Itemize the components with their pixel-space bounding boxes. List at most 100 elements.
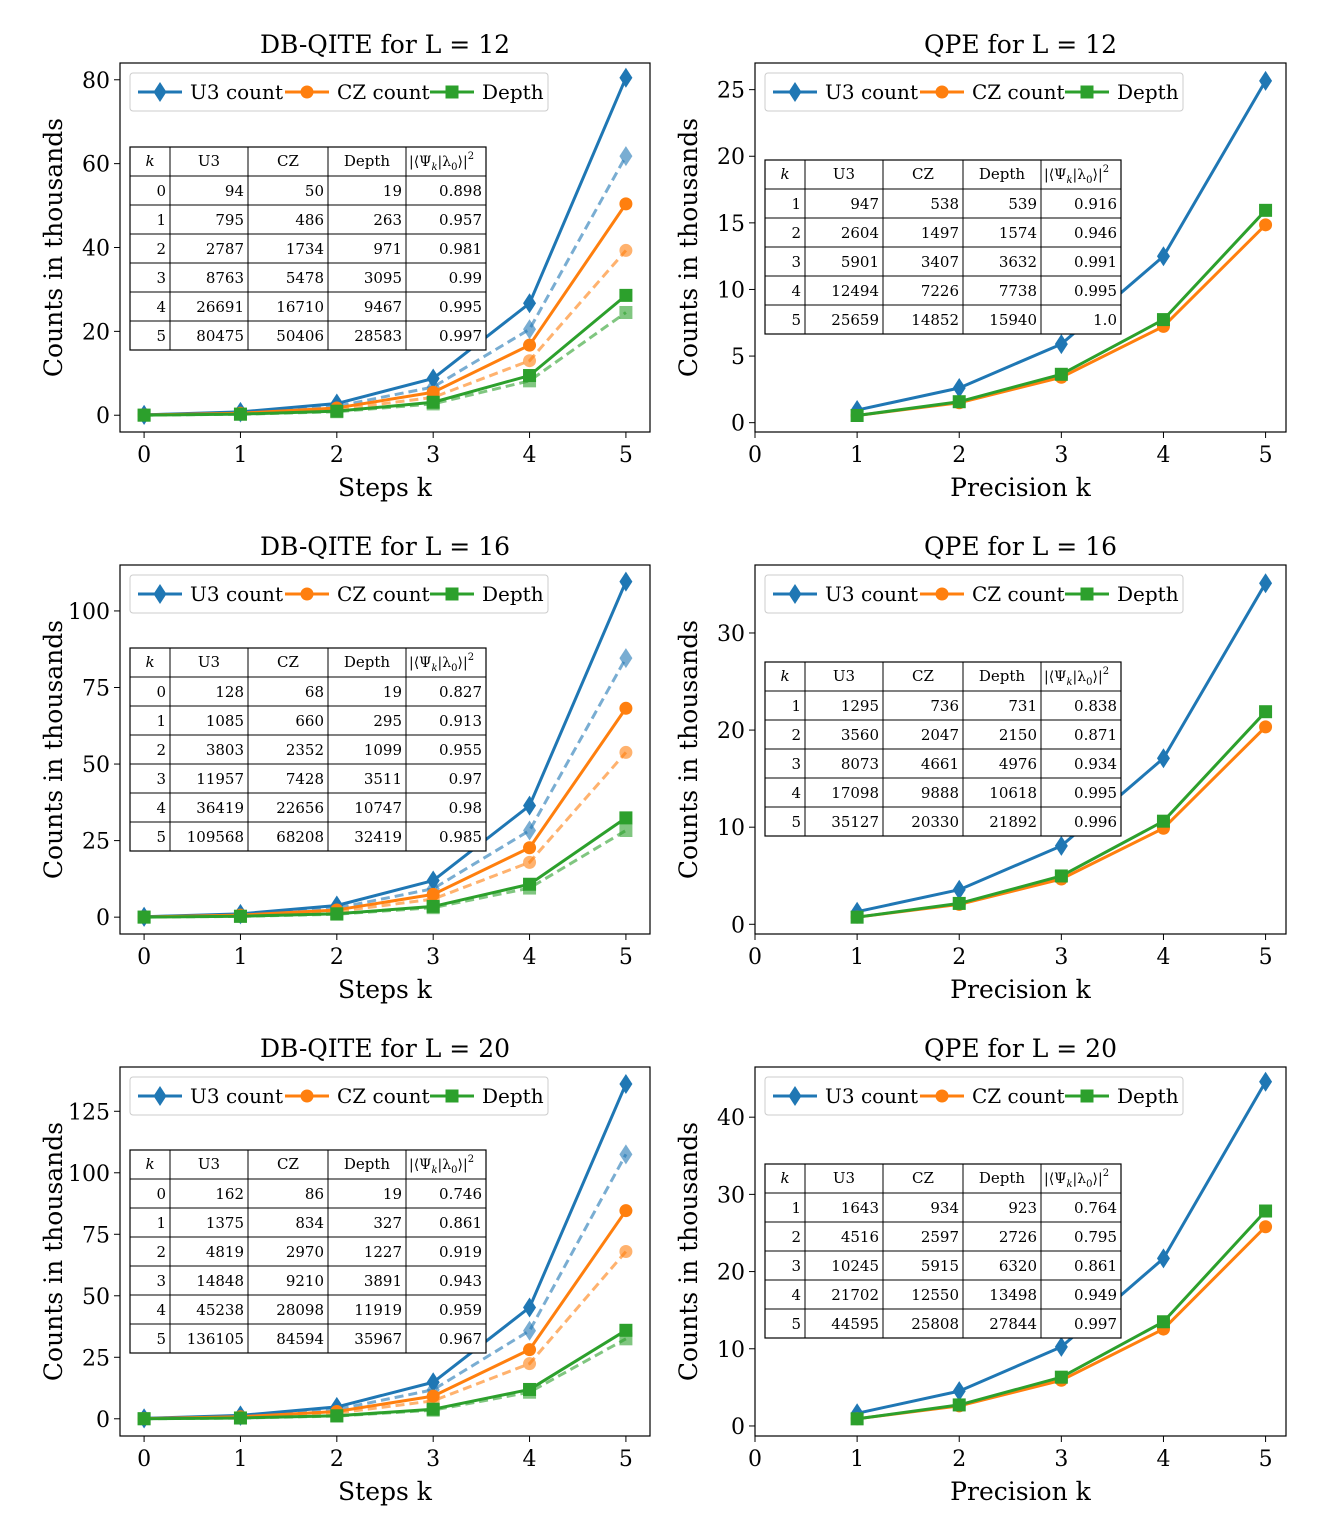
y-tick-label: 60 bbox=[82, 153, 110, 178]
table-cell: 0.959 bbox=[439, 1301, 482, 1319]
y-axis-label: Counts in thousands bbox=[674, 1122, 703, 1381]
x-axis-label: Precision k bbox=[950, 1477, 1091, 1506]
diamond-marker bbox=[523, 820, 537, 841]
table-cell: 1227 bbox=[364, 1243, 402, 1261]
series-depth bbox=[850, 203, 1273, 422]
table-cell: 0.898 bbox=[439, 182, 482, 200]
chart-panel: DB-QITE for L = 160 1 2 3 4 50255075100Steps … bbox=[39, 532, 651, 1004]
legend-label: U3 count bbox=[190, 80, 283, 104]
table-cell: 136105 bbox=[187, 1330, 244, 1348]
table-header-k: k bbox=[780, 1169, 789, 1187]
table-cell: 3 bbox=[156, 770, 166, 788]
table-cell: 295 bbox=[373, 712, 402, 730]
diamond-marker bbox=[619, 571, 633, 592]
circle-marker bbox=[619, 1204, 633, 1218]
table-header-u3: U3 bbox=[833, 165, 855, 183]
table-cell: 0.861 bbox=[1074, 1257, 1117, 1275]
overlap-header-part: |λ bbox=[1073, 669, 1087, 685]
overlap-header-part: k bbox=[431, 162, 437, 173]
legend-label: Depth bbox=[1117, 80, 1179, 104]
overlap-header-part: |λ bbox=[438, 1157, 452, 1173]
square-marker bbox=[952, 896, 966, 910]
table-cell: 0.871 bbox=[1074, 726, 1117, 744]
table-header-u3: U3 bbox=[198, 1155, 220, 1173]
x-tick-label: 4 bbox=[1156, 1447, 1170, 1472]
table-cell: 14852 bbox=[911, 311, 959, 329]
y-tick-label: 5 bbox=[731, 345, 745, 370]
diamond-marker bbox=[619, 648, 633, 669]
table-cell: 0.795 bbox=[1074, 1228, 1117, 1246]
table-cell: 5 bbox=[156, 828, 166, 846]
x-tick-label: 3 bbox=[1054, 945, 1068, 970]
table-cell: 1574 bbox=[999, 224, 1037, 242]
table-cell: 0.996 bbox=[1074, 813, 1117, 831]
circle-marker bbox=[523, 841, 537, 855]
circle-marker bbox=[619, 197, 633, 211]
table-frame bbox=[129, 1149, 487, 1354]
table-cell: 0.985 bbox=[439, 828, 482, 846]
table-header-overlap: |⟨Ψk|λ0⟩|2 bbox=[409, 1154, 474, 1176]
table-cell: 1.0 bbox=[1093, 311, 1117, 329]
table-cell: 1 bbox=[791, 697, 801, 715]
square-marker bbox=[1054, 367, 1068, 381]
x-tick-label: 1 bbox=[850, 443, 864, 468]
x-axis-label: Precision k bbox=[950, 473, 1091, 502]
series-depth bbox=[850, 1204, 1273, 1426]
table-cell: 0.981 bbox=[439, 240, 482, 258]
table-cell: 1734 bbox=[286, 240, 324, 258]
table-cell: 0.995 bbox=[1074, 784, 1117, 802]
table-cell: 0.97 bbox=[449, 770, 482, 788]
table-cell: 3 bbox=[156, 1272, 166, 1290]
legend-label: U3 count bbox=[825, 1084, 918, 1108]
table-cell: 35127 bbox=[831, 813, 879, 831]
square-marker bbox=[137, 408, 151, 422]
x-tick-label: 1 bbox=[233, 443, 247, 468]
legend-label: Depth bbox=[1117, 582, 1179, 606]
table-cell: 0 bbox=[156, 182, 166, 200]
plot-frame bbox=[754, 564, 1287, 935]
circle-marker bbox=[1259, 218, 1273, 232]
diamond-marker bbox=[1156, 1248, 1170, 1269]
table-cell: 28583 bbox=[354, 327, 402, 345]
table-cell: 21702 bbox=[831, 1286, 879, 1304]
table-cell: 3 bbox=[156, 269, 166, 287]
table-header-k: k bbox=[145, 1155, 154, 1173]
table-cell: 16710 bbox=[276, 298, 324, 316]
diamond-marker bbox=[952, 1381, 966, 1402]
diamond-marker bbox=[1054, 835, 1068, 856]
circle-marker bbox=[523, 855, 537, 869]
table-cell: 0.995 bbox=[1074, 282, 1117, 300]
table-cell: 0.943 bbox=[439, 1272, 482, 1290]
table-cell: 128 bbox=[215, 683, 244, 701]
diamond-marker bbox=[1054, 334, 1068, 355]
x-tick-label: 0 bbox=[748, 1447, 762, 1472]
overlap-header-part: k bbox=[1066, 175, 1072, 186]
chart-title: DB-QITE for L = 16 bbox=[260, 532, 510, 561]
table-cell: 4 bbox=[791, 784, 801, 802]
table-cell: 2597 bbox=[921, 1228, 959, 1246]
diamond-marker bbox=[523, 795, 537, 816]
circle-marker bbox=[619, 745, 633, 759]
legend: U3 count CZ count Depth bbox=[764, 574, 1184, 614]
table-header-depth: Depth bbox=[344, 653, 391, 671]
diamond-marker bbox=[523, 319, 537, 340]
table-cell: 3095 bbox=[364, 269, 402, 287]
square-marker bbox=[330, 404, 344, 418]
legend-square-marker bbox=[1080, 587, 1094, 601]
square-marker bbox=[233, 1411, 247, 1425]
y-tick-label: 0 bbox=[96, 906, 110, 931]
x-tick-label: 0 bbox=[748, 945, 762, 970]
x-tick-label: 3 bbox=[1054, 1447, 1068, 1472]
circle-marker bbox=[1259, 1220, 1273, 1234]
x-tick-label: 0 bbox=[748, 443, 762, 468]
table-cell: 4 bbox=[156, 1301, 166, 1319]
chart-title: DB-QITE for L = 20 bbox=[260, 1034, 510, 1063]
diamond-marker bbox=[1156, 748, 1170, 769]
table-cell: 15940 bbox=[989, 311, 1037, 329]
table-cell: 486 bbox=[295, 211, 324, 229]
overlap-header-part: 2 bbox=[1103, 1168, 1109, 1179]
square-marker bbox=[233, 909, 247, 923]
